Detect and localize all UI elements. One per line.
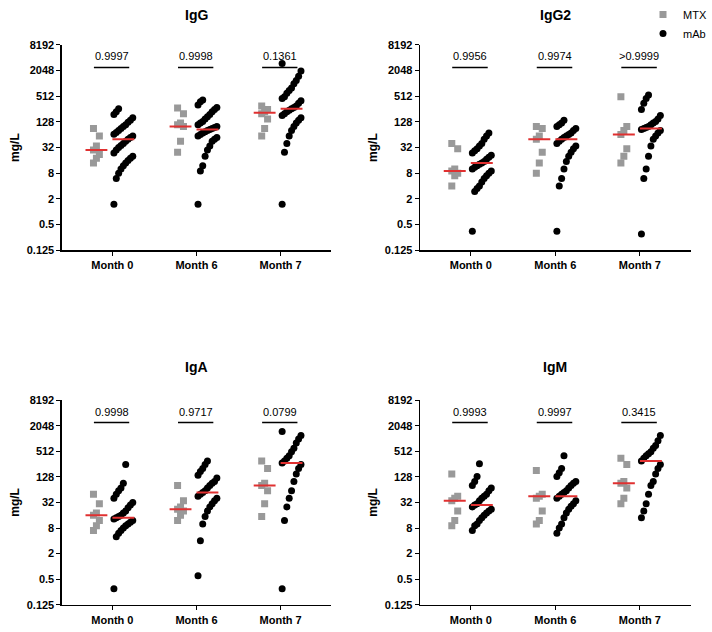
svg-text:512: 512 [394, 90, 412, 102]
svg-text:Month 0: Month 0 [450, 259, 492, 271]
svg-text:0.5: 0.5 [397, 573, 412, 585]
svg-text:Month 7: Month 7 [260, 259, 302, 271]
svg-text:8192: 8192 [30, 394, 54, 406]
svg-text:mg/L: mg/L [8, 488, 22, 517]
svg-text:512: 512 [36, 90, 54, 102]
svg-text:128: 128 [394, 471, 412, 483]
svg-text:IgM: IgM [543, 359, 567, 375]
svg-text:128: 128 [36, 471, 54, 483]
svg-text:0.9997: 0.9997 [538, 406, 572, 418]
svg-text:2: 2 [406, 193, 412, 205]
svg-text:Month 7: Month 7 [619, 259, 661, 271]
svg-text:0.3415: 0.3415 [622, 406, 656, 418]
svg-text:IgG: IgG [185, 7, 208, 23]
svg-text:0.9717: 0.9717 [179, 406, 213, 418]
svg-text:Month 6: Month 6 [175, 259, 217, 271]
svg-text:0.9997: 0.9997 [95, 50, 129, 62]
svg-text:8: 8 [48, 522, 54, 534]
svg-text:0.125: 0.125 [385, 599, 413, 611]
svg-text:Month 0: Month 0 [450, 614, 492, 626]
svg-text:128: 128 [394, 116, 412, 128]
svg-text:32: 32 [42, 496, 54, 508]
svg-text:2: 2 [48, 547, 54, 559]
svg-text:2048: 2048 [388, 420, 412, 432]
svg-text:mAb: mAb [683, 28, 706, 40]
svg-text:2: 2 [406, 547, 412, 559]
svg-text:0.5: 0.5 [39, 573, 54, 585]
svg-text:32: 32 [42, 141, 54, 153]
svg-text:Month 7: Month 7 [619, 614, 661, 626]
svg-text:Month 7: Month 7 [260, 614, 302, 626]
svg-text:0.5: 0.5 [397, 218, 412, 230]
svg-text:8192: 8192 [388, 39, 412, 51]
svg-text:IgA: IgA [185, 359, 208, 375]
svg-text:0.9956: 0.9956 [453, 50, 487, 62]
svg-text:mg/L: mg/L [366, 133, 380, 162]
svg-text:0.9998: 0.9998 [179, 50, 213, 62]
svg-text:128: 128 [36, 116, 54, 128]
svg-text:0.5: 0.5 [39, 218, 54, 230]
svg-text:512: 512 [36, 445, 54, 457]
svg-text:8: 8 [48, 167, 54, 179]
svg-text:0.0799: 0.0799 [263, 406, 297, 418]
svg-text:8192: 8192 [388, 394, 412, 406]
svg-text:Month 6: Month 6 [534, 614, 576, 626]
svg-text:2: 2 [48, 193, 54, 205]
svg-text:IgG2: IgG2 [540, 7, 571, 23]
svg-text:32: 32 [400, 496, 412, 508]
svg-text:32: 32 [400, 141, 412, 153]
svg-text:mg/L: mg/L [8, 133, 22, 162]
svg-text:>0.9999: >0.9999 [619, 50, 659, 62]
svg-text:0.9993: 0.9993 [453, 406, 487, 418]
svg-text:0.9998: 0.9998 [95, 406, 129, 418]
svg-text:Month 6: Month 6 [534, 259, 576, 271]
svg-text:8: 8 [406, 522, 412, 534]
svg-text:Month 0: Month 0 [91, 259, 133, 271]
svg-text:2048: 2048 [388, 64, 412, 76]
svg-text:Month 0: Month 0 [91, 614, 133, 626]
svg-text:mg/L: mg/L [366, 488, 380, 517]
svg-text:0.125: 0.125 [27, 244, 55, 256]
svg-text:512: 512 [394, 445, 412, 457]
svg-text:0.9974: 0.9974 [538, 50, 572, 62]
svg-text:2048: 2048 [30, 420, 54, 432]
svg-text:8: 8 [406, 167, 412, 179]
svg-text:0.1361: 0.1361 [263, 50, 297, 62]
svg-text:Month 6: Month 6 [175, 614, 217, 626]
svg-text:0.125: 0.125 [27, 599, 55, 611]
svg-text:8192: 8192 [30, 39, 54, 51]
svg-text:MTX: MTX [683, 9, 707, 21]
svg-text:0.125: 0.125 [385, 244, 413, 256]
svg-text:2048: 2048 [30, 64, 54, 76]
